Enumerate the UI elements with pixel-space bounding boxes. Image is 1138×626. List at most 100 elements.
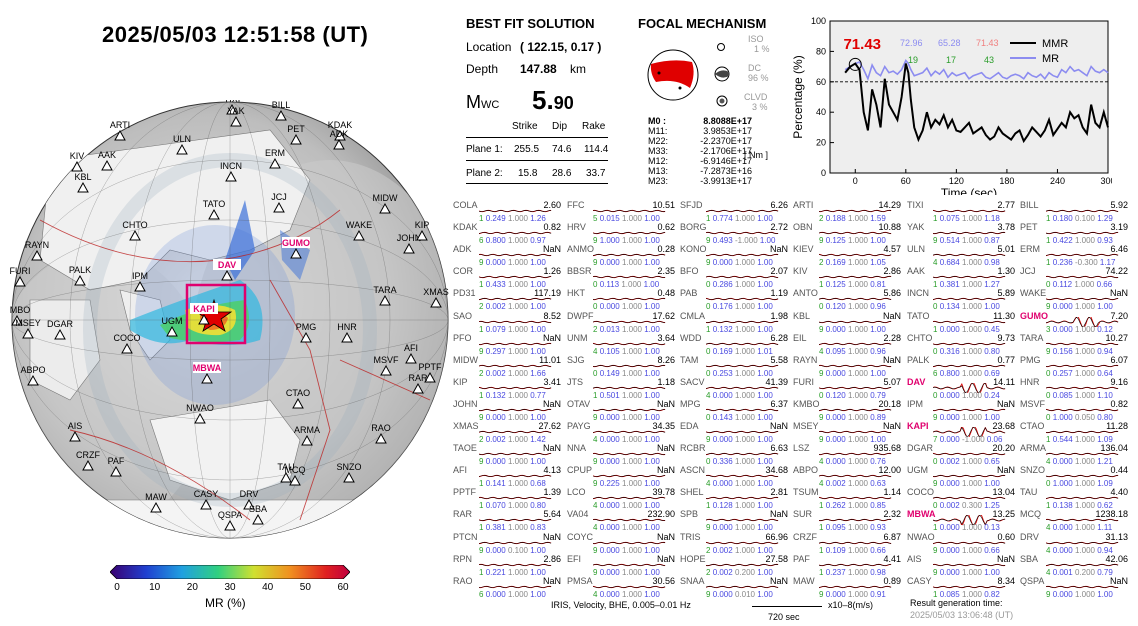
station-fit: 6 0.000 1.000 1.00 xyxy=(479,589,546,599)
station-fit: 1 0.249 1.000 1.26 xyxy=(479,214,546,223)
station-waveform: JOHN NaN 9 0.000 1.000 1.00 xyxy=(453,399,561,422)
station-waveform: HNR 9.16 0 0.085 1.000 1.10 xyxy=(1020,377,1128,400)
y-tick-label: 60 xyxy=(816,77,826,87)
station-name: AAK xyxy=(907,266,926,277)
station-name: DRV xyxy=(1020,531,1039,542)
station-fit: 9 0.125 1.000 1.00 xyxy=(819,236,886,246)
station-max: 0.48 xyxy=(657,288,675,299)
station-label: FURI xyxy=(10,266,31,276)
station-name: MIDW xyxy=(453,354,478,365)
station-name: COYC xyxy=(567,531,594,542)
waveform-trace xyxy=(706,519,779,522)
legend-label: MMR xyxy=(1042,38,1068,50)
station-fit: 4 0.095 1.000 0.96 xyxy=(819,346,886,356)
waveform-trace xyxy=(933,541,1006,544)
station-fit: 1 0.433 1.000 1.00 xyxy=(479,280,546,290)
station-fit: 1 0.237 1.000 0.98 xyxy=(819,567,886,577)
waveform-trace xyxy=(819,475,892,478)
station-label: TIXI xyxy=(224,100,241,104)
station-name: KMBO xyxy=(793,398,820,409)
station-name: DAV xyxy=(907,376,926,387)
station-label: BILL xyxy=(272,100,291,110)
station-fit: 4 0.000 1.000 1.00 xyxy=(706,479,773,489)
waveform-trace xyxy=(933,298,1006,301)
dc-label: DC xyxy=(748,63,761,73)
station-max: 1.39 xyxy=(543,487,561,498)
station-waveform: AIS NaN 9 0.000 1.000 1.00 xyxy=(907,553,1015,577)
waveform-trace xyxy=(1046,430,1119,434)
waveform-trace xyxy=(479,408,552,412)
station-waveform: TARA 10.27 9 0.156 1.000 0.94 xyxy=(1020,333,1128,356)
station-max: NaN xyxy=(542,244,561,255)
y-tick-label: 100 xyxy=(811,16,826,26)
waveform-trace xyxy=(593,276,666,279)
station-max: 30.56 xyxy=(652,575,675,586)
station-max: 1238.18 xyxy=(1095,509,1128,520)
waveform-trace xyxy=(933,320,1006,323)
waveform-trace xyxy=(706,364,779,367)
station-name: ADK xyxy=(453,244,472,255)
station-waveform: TSUM 1.14 1 0.262 1.000 0.85 xyxy=(793,487,901,510)
station-max: NaN xyxy=(996,398,1015,409)
waveform-trace xyxy=(1046,475,1119,478)
station-name: TSUM xyxy=(793,487,819,498)
station-fit: 5 0.015 1.000 1.00 xyxy=(593,214,660,223)
station-waveform: ARTI 14.29 2 0.188 1.000 1.59 xyxy=(793,200,901,223)
location-value: ( 122.15, 0.17 ) xyxy=(520,40,602,54)
station-name: ARTI xyxy=(793,200,814,210)
station-label: AIS xyxy=(68,421,83,431)
waveform-trace xyxy=(593,452,666,456)
station-waveform: COR 1.26 1 0.433 1.000 1.00 xyxy=(453,266,561,290)
station-waveform: ANTO 5.86 0 0.120 1.000 0.96 xyxy=(793,288,901,311)
station-max: 42.06 xyxy=(1105,553,1128,564)
station-fit: 1 0.221 1.000 1.00 xyxy=(479,567,546,577)
station-max: NaN xyxy=(769,575,788,586)
station-fit: 9 0.156 1.000 0.94 xyxy=(1046,346,1113,356)
station-fit: 1 0.138 1.000 0.62 xyxy=(1046,501,1113,511)
station-name: PTCN xyxy=(453,531,478,542)
station-waveform: SBA 42.06 4 0.001 0.200 0.79 xyxy=(1020,553,1128,577)
station-label: RAO xyxy=(371,423,391,433)
station-waveform: RAO NaN 6 0.000 1.000 1.00 xyxy=(453,576,561,599)
waveform-trace xyxy=(933,408,1006,412)
station-name: KONO xyxy=(680,244,707,255)
waveform-trace xyxy=(479,254,552,257)
station-marker xyxy=(289,474,301,486)
station-waveform: FURI 5.07 0 0.120 1.000 0.79 xyxy=(793,377,901,400)
station-label: ADK xyxy=(330,129,349,139)
station-name: MSEY xyxy=(793,421,819,431)
station-marker xyxy=(150,501,162,513)
plane2-strike: 15.8 xyxy=(518,168,538,179)
mid-value-label: 17 xyxy=(946,55,956,65)
station-max: 0.60 xyxy=(997,531,1015,542)
station-marker xyxy=(101,159,113,171)
waveform-trace xyxy=(706,342,779,345)
colorbar-tick: 10 xyxy=(149,582,161,593)
station-waveform: RAYN NaN 9 0.000 1.000 1.00 xyxy=(793,355,901,378)
station-waveform: RCBR 6.63 0 0.336 1.000 1.00 xyxy=(680,443,788,466)
tensor-row: M11: 3.9853E+17 xyxy=(648,126,752,136)
station-fit: 9 0.000 1.000 1.00 xyxy=(593,457,660,467)
station-max: NaN xyxy=(769,421,788,431)
waveform-trace xyxy=(479,342,552,345)
station-marker xyxy=(273,201,285,213)
station-max: 1.19 xyxy=(770,288,788,299)
station-name: PMG xyxy=(1020,354,1041,365)
mid-value-label: 43 xyxy=(984,55,994,65)
station-max: NaN xyxy=(996,553,1015,564)
tensor-value: -2.2370E+17 xyxy=(700,136,752,146)
station-waveform: ULN 5.01 4 0.684 1.000 0.98 xyxy=(907,244,1015,267)
station-max: 34.35 xyxy=(652,421,675,431)
station-fit: 9 0.000 1.000 1.00 xyxy=(1046,302,1113,312)
waveform-trace xyxy=(706,276,779,279)
waveform-trace xyxy=(819,430,892,434)
station-max: 10.51 xyxy=(652,200,675,210)
station-name: SHEL xyxy=(680,487,704,498)
station-name: PAF xyxy=(793,553,810,564)
station-fit: 2 0.002 1.000 1.42 xyxy=(479,435,546,444)
station-max: NaN xyxy=(996,465,1015,476)
plot-area xyxy=(829,20,1109,174)
station-fit: 1 0.422 1.000 0.93 xyxy=(1046,236,1113,246)
solution-title: BEST FIT SOLUTION xyxy=(466,16,595,31)
tensor-key: M0 : xyxy=(648,116,666,126)
